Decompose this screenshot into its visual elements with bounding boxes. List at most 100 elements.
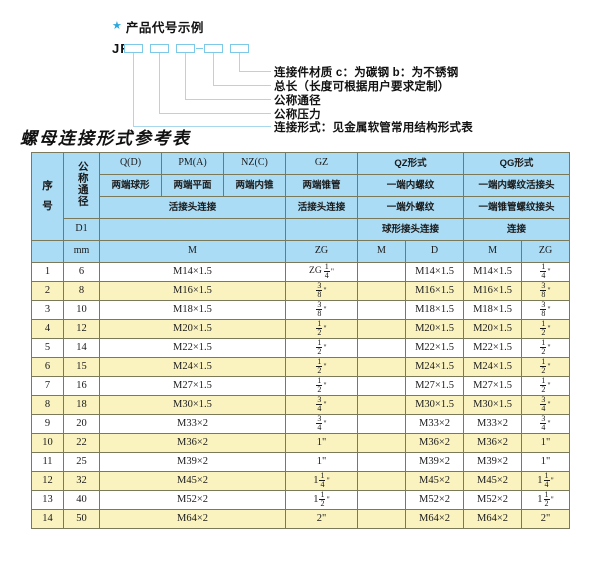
cell-qz-d: M20×1.5 (404, 319, 465, 339)
leader-line-h-3 (185, 99, 271, 101)
cell-qg-zg: 3 4 " (521, 395, 571, 415)
table-row: 9 20 M33×2 3 4 " M33×2 M33×2 3 4 " (31, 414, 571, 434)
table-row: 11 25 M39×2 1" M39×2 M39×2 1" (31, 452, 571, 472)
cell-seq: 8 (31, 395, 64, 415)
cell-bore: 50 (63, 509, 100, 529)
header-code-qz: QZ形式 (356, 152, 465, 175)
header-thread-qz: 一端外螺纹 (356, 196, 465, 219)
table-body: 1 6 M14×1.5 ZG 1 4 " M14×1.5 M14×1.5 1 4 " 2 8 M16×1.5… (31, 262, 571, 529)
cell-qg-zg: 1 2 " (521, 338, 571, 358)
header-endform-nzc: 两端内锥 (223, 174, 286, 197)
cell-bore: 25 (63, 452, 100, 472)
cell-bore: 16 (63, 376, 100, 396)
cell-gz: 1 2 " (285, 357, 358, 377)
code-box-2 (150, 44, 169, 53)
cell-qz-d: M64×2 (404, 509, 465, 529)
cell-bore: 32 (63, 471, 100, 491)
code-separator-dash (196, 48, 203, 50)
header-unit-seq (31, 240, 64, 263)
table-row: 3 10 M18×1.5 3 8 " M18×1.5 M18×1.5 3 8 " (31, 300, 571, 320)
cell-qg-m: M24×1.5 (463, 357, 523, 377)
annotation-nominal-bore: 公称通径 (274, 95, 321, 107)
header-endform-qd: 两端球形 (99, 174, 162, 197)
cell-thread-m: M30×1.5 (99, 395, 286, 415)
header-unit-qz-d: D (404, 240, 465, 263)
table-row: 2 8 M16×1.5 3 8 " M16×1.5 M16×1.5 3 8 " (31, 281, 571, 301)
leader-line-v-1 (239, 53, 241, 72)
diagram-heading-label: 产品代号示例 (125, 21, 204, 35)
cell-thread-m: M27×1.5 (99, 376, 286, 396)
leader-line-h-4 (159, 113, 271, 115)
cell-qz-m (357, 471, 406, 491)
code-box-4 (204, 44, 223, 53)
table-row: 6 15 M24×1.5 1 2 " M24×1.5 M24×1.5 1 2 " (31, 357, 571, 377)
cell-gz: 1 2 " (285, 319, 358, 339)
cell-qz-d: M33×2 (404, 414, 465, 434)
cell-qg-m: M22×1.5 (463, 338, 523, 358)
cell-qg-zg: 1 1 2 " (521, 490, 571, 510)
cell-qz-m (357, 433, 406, 453)
cell-seq: 14 (31, 509, 64, 529)
cell-thread-m: M18×1.5 (99, 300, 286, 320)
cell-qz-m (357, 357, 406, 377)
cell-qg-m: M14×1.5 (463, 262, 523, 282)
header-connect-qg: 连接 (463, 218, 571, 241)
cell-qz-m (357, 509, 406, 529)
header-blank-1 (99, 218, 286, 241)
header-unit-qg-zg: ZG (521, 240, 571, 263)
table-row: 12 32 M45×2 1 1 4 " M45×2 M45×2 1 1 4 " (31, 471, 571, 491)
cell-qz-d: M39×2 (404, 452, 465, 472)
cell-thread-m: M45×2 (99, 471, 286, 491)
cell-qg-zg: 3 8 " (521, 281, 571, 301)
cell-bore: 14 (63, 338, 100, 358)
cell-qz-m (357, 319, 406, 339)
cell-qg-zg: 2" (521, 509, 571, 529)
cell-gz: 3 8 " (285, 281, 358, 301)
code-box-1 (124, 44, 143, 53)
star-icon: ★ (112, 20, 122, 32)
cell-gz: 1" (285, 452, 358, 472)
cell-gz: 1" (285, 433, 358, 453)
cell-gz: 3 4 " (285, 395, 358, 415)
header-bore-d1: D1 (63, 218, 100, 241)
cell-qz-d: M27×1.5 (404, 376, 465, 396)
cell-gz: 3 4 " (285, 414, 358, 434)
cell-bore: 18 (63, 395, 100, 415)
cell-qg-zg: 1 1 4 " (521, 471, 571, 491)
cell-seq: 4 (31, 319, 64, 339)
header-seq: 序 号 (31, 152, 64, 241)
cell-qg-zg: 1 4 " (521, 262, 571, 282)
cell-qz-d: M18×1.5 (404, 300, 465, 320)
cell-thread-m: M24×1.5 (99, 357, 286, 377)
header-unit-qz-m: M (357, 240, 406, 263)
cell-qz-d: M16×1.5 (404, 281, 465, 301)
header-blank-2 (285, 218, 358, 241)
cell-gz: ZG 1 4 " (285, 262, 358, 282)
cell-qg-m: M30×1.5 (463, 395, 523, 415)
cell-qz-d: M45×2 (404, 471, 465, 491)
cell-seq: 1 (31, 262, 64, 282)
cell-qz-m (357, 338, 406, 358)
cell-thread-m: M14×1.5 (99, 262, 286, 282)
cell-bore: 40 (63, 490, 100, 510)
header-endform-qg: 一端内螺纹活接头 (463, 174, 571, 197)
header-bore: 公称通径 (63, 152, 100, 219)
cell-gz: 3 8 " (285, 300, 358, 320)
table-row: 10 22 M36×2 1" M36×2 M36×2 1" (31, 433, 571, 453)
cell-qg-zg: 3 8 " (521, 300, 571, 320)
cell-bore: 12 (63, 319, 100, 339)
cell-gz: 1 1 4 " (285, 471, 358, 491)
cell-bore: 20 (63, 414, 100, 434)
header-unit-qg-m: M (463, 240, 523, 263)
cell-qg-m: M18×1.5 (463, 300, 523, 320)
table-row: 1 6 M14×1.5 ZG 1 4 " M14×1.5 M14×1.5 1 4 " (31, 262, 571, 282)
annotation-nominal-pressure: 公称压力 (274, 109, 321, 121)
table-row: 7 16 M27×1.5 1 2 " M27×1.5 M27×1.5 1 2 " (31, 376, 571, 396)
header-seq-char-2: 号 (42, 200, 53, 212)
cell-qg-m: M39×2 (463, 452, 523, 472)
cell-qg-m: M36×2 (463, 433, 523, 453)
header-endform-gz: 两端锥管 (285, 174, 358, 197)
cell-qz-d: M52×2 (404, 490, 465, 510)
header-ball-joint-qz: 球形接头连接 (356, 218, 465, 241)
cell-qg-m: M64×2 (463, 509, 523, 529)
